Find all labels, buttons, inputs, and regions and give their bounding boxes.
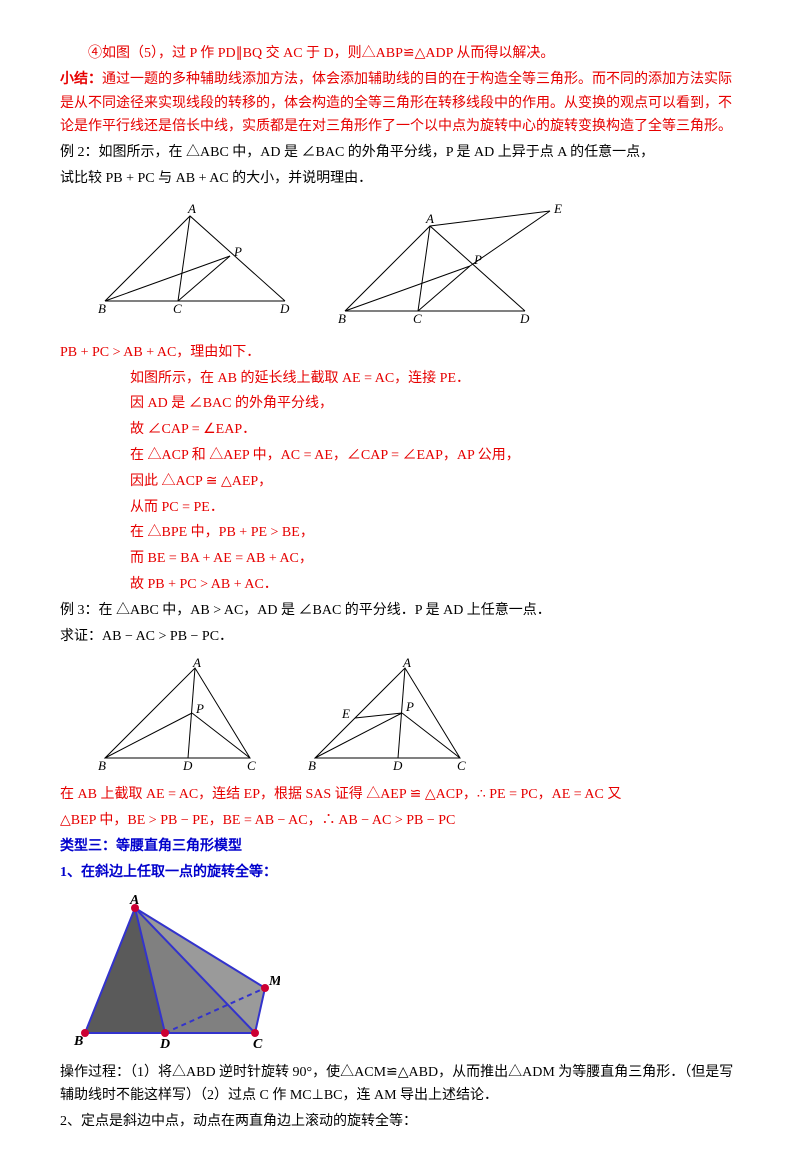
proof-2-line: 从而 PC = PE． [60, 496, 740, 520]
svg-text:A: A [402, 658, 411, 670]
svg-text:B: B [73, 1034, 83, 1049]
svg-text:M: M [268, 974, 280, 989]
example-2-line1: 例 2：如图所示，在 △ABC 中，AD 是 ∠BAC 的外角平分线，P 是 A… [60, 141, 740, 165]
svg-text:P: P [195, 701, 204, 716]
proof-2-line: 如图所示，在 AB 的延长线上截取 AE = AC，连接 PE． [60, 367, 740, 391]
svg-text:A: A [192, 658, 201, 670]
figure-row-2: A B D C P A B D C P E [90, 658, 740, 773]
proof-2-line: 在 △BPE 中，PB + PE > BE， [60, 521, 740, 545]
summary-body: 通过一题的多种辅助线添加方法，体会添加辅助线的目的在于构造全等三角形。而不同的添… [60, 72, 732, 135]
proof-2-line: 因此 △ACP ≅ △AEP， [60, 470, 740, 494]
proof-2-line: 在 △ACP 和 △AEP 中，AC = AE，∠CAP = ∠EAP，AP 公… [60, 444, 740, 468]
figure-5: A B D C M [70, 893, 280, 1053]
example-2-line2: 试比较 PB + PC 与 AB + AC 的大小，并说明理由． [60, 167, 740, 191]
svg-text:P: P [405, 699, 414, 714]
svg-text:D: D [392, 758, 403, 773]
item-4: ④如图（5），过 P 作 PD∥BQ 交 AC 于 D，则△ABP≌△ADP 从… [60, 42, 740, 66]
svg-text:D: D [279, 301, 290, 316]
svg-text:A: A [129, 893, 139, 908]
type3-title: 类型三：等腰直角三角形模型 [60, 835, 740, 859]
svg-text:P: P [233, 244, 242, 259]
svg-text:A: A [187, 201, 196, 216]
svg-text:A: A [425, 211, 434, 226]
figure-4: A B D C P E [300, 658, 470, 773]
svg-text:C: C [413, 311, 422, 326]
svg-text:D: D [519, 311, 530, 326]
summary-lead: 小结： [60, 72, 102, 87]
example-3-line2: 求证：AB − AC > PB − PC． [60, 625, 740, 649]
figure-3: A B D C P [90, 658, 260, 773]
proof-2-line: 而 BE = BA + AE = AB + AC， [60, 547, 740, 571]
svg-text:B: B [98, 301, 106, 316]
proof-2: PB + PC > AB + AC，理由如下． 如图所示，在 AB 的延长线上截… [60, 341, 740, 597]
proof-3-line-b: △BEP 中，BE > PB − PE，BE = AB − AC，∴ AB − … [60, 809, 740, 833]
svg-text:C: C [253, 1037, 263, 1052]
figure-1: A B C D P [90, 201, 290, 321]
svg-text:D: D [159, 1037, 170, 1052]
summary: 小结：通过一题的多种辅助线添加方法，体会添加辅助线的目的在于构造全等三角形。而不… [60, 68, 740, 139]
svg-text:D: D [182, 758, 193, 773]
svg-text:B: B [98, 758, 106, 773]
type3-sub2: 2、定点是斜边中点，动点在两直角边上滚动的旋转全等： [60, 1110, 740, 1134]
figure-2: A B C D P E [330, 201, 570, 331]
svg-text:E: E [553, 201, 562, 216]
svg-text:B: B [338, 311, 346, 326]
svg-text:P: P [473, 252, 482, 267]
svg-text:B: B [308, 758, 316, 773]
svg-text:C: C [247, 758, 256, 773]
proof-2-line: PB + PC > AB + AC，理由如下． [60, 341, 740, 365]
proof-3-line-a: 在 AB 上截取 AE = AC，连结 EP，根据 SAS 证得 △AEP ≌ … [60, 783, 740, 807]
proof-2-line: 故 ∠CAP = ∠EAP． [60, 418, 740, 442]
svg-text:C: C [173, 301, 182, 316]
example-3-line1: 例 3：在 △ABC 中，AB > AC，AD 是 ∠BAC 的平分线．P 是 … [60, 599, 740, 623]
proof-2-line: 故 PB + PC > AB + AC． [60, 573, 740, 597]
figure-5-wrap: A B D C M [70, 893, 740, 1053]
figure-row-1: A B C D P A B C D P E [90, 201, 740, 331]
proof-2-line: 因 AD 是 ∠BAC 的外角平分线， [60, 392, 740, 416]
operation-text: 操作过程：（1）将△ABD 逆时针旋转 90°，使△ACM≌△ABD，从而推出△… [60, 1061, 740, 1109]
type3-sub1: 1、在斜边上任取一点的旋转全等： [60, 861, 740, 885]
svg-text:E: E [341, 706, 350, 721]
svg-text:C: C [457, 758, 466, 773]
